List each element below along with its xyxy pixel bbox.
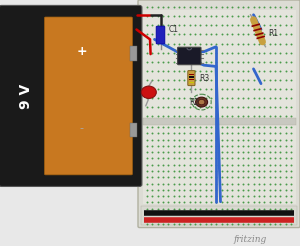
Text: R3: R3 [199,74,209,83]
Bar [142,118,296,125]
Text: 9 V: 9 V [19,83,33,108]
FancyBboxPatch shape [138,0,300,228]
Bar [189,77,194,78]
Text: -: - [80,123,84,133]
Circle shape [141,86,156,98]
Bar [142,10,296,204]
Text: C1: C1 [169,25,179,34]
FancyBboxPatch shape [0,5,142,186]
FancyBboxPatch shape [178,47,201,65]
Bar [189,82,194,83]
Bar [189,79,194,80]
Bar [130,123,137,137]
Circle shape [196,97,208,107]
Bar [130,46,137,61]
FancyBboxPatch shape [44,17,132,175]
FancyBboxPatch shape [156,26,165,44]
Text: R1: R1 [268,29,279,38]
Text: fritzing: fritzing [234,235,267,244]
Text: R2: R2 [189,98,199,107]
Bar [141,206,297,225]
FancyBboxPatch shape [188,71,195,86]
Circle shape [198,99,205,105]
Text: +: + [76,45,87,58]
Bar [189,74,194,75]
